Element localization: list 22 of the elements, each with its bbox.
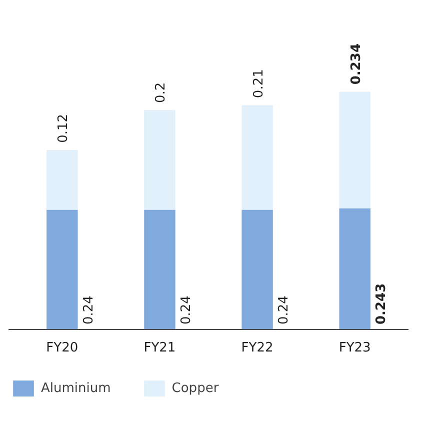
data-label: 0.24 [179,296,194,324]
legend-label: Aluminium [41,380,111,396]
legend-label: Copper [172,380,219,396]
bar [46,150,78,210]
data-label: 0.2 [154,82,169,104]
bar [144,210,176,330]
data-label: 0.243 [374,283,390,324]
x-tick-label: FY23 [338,340,371,356]
x-tick-label: FY21 [144,340,176,356]
data-label: 0.24 [276,296,292,324]
bar [144,110,176,210]
bar [46,210,78,330]
data-label: 0.21 [251,69,266,98]
data-label: 0.234 [348,44,364,85]
x-tick-label: FY20 [46,340,78,356]
bar [339,92,370,208]
data-label: 0.12 [56,114,72,143]
data-label: 0.24 [82,296,97,324]
bar [242,210,273,330]
bar [339,208,370,330]
bar [242,105,273,210]
x-tick-label: FY22 [241,340,274,356]
